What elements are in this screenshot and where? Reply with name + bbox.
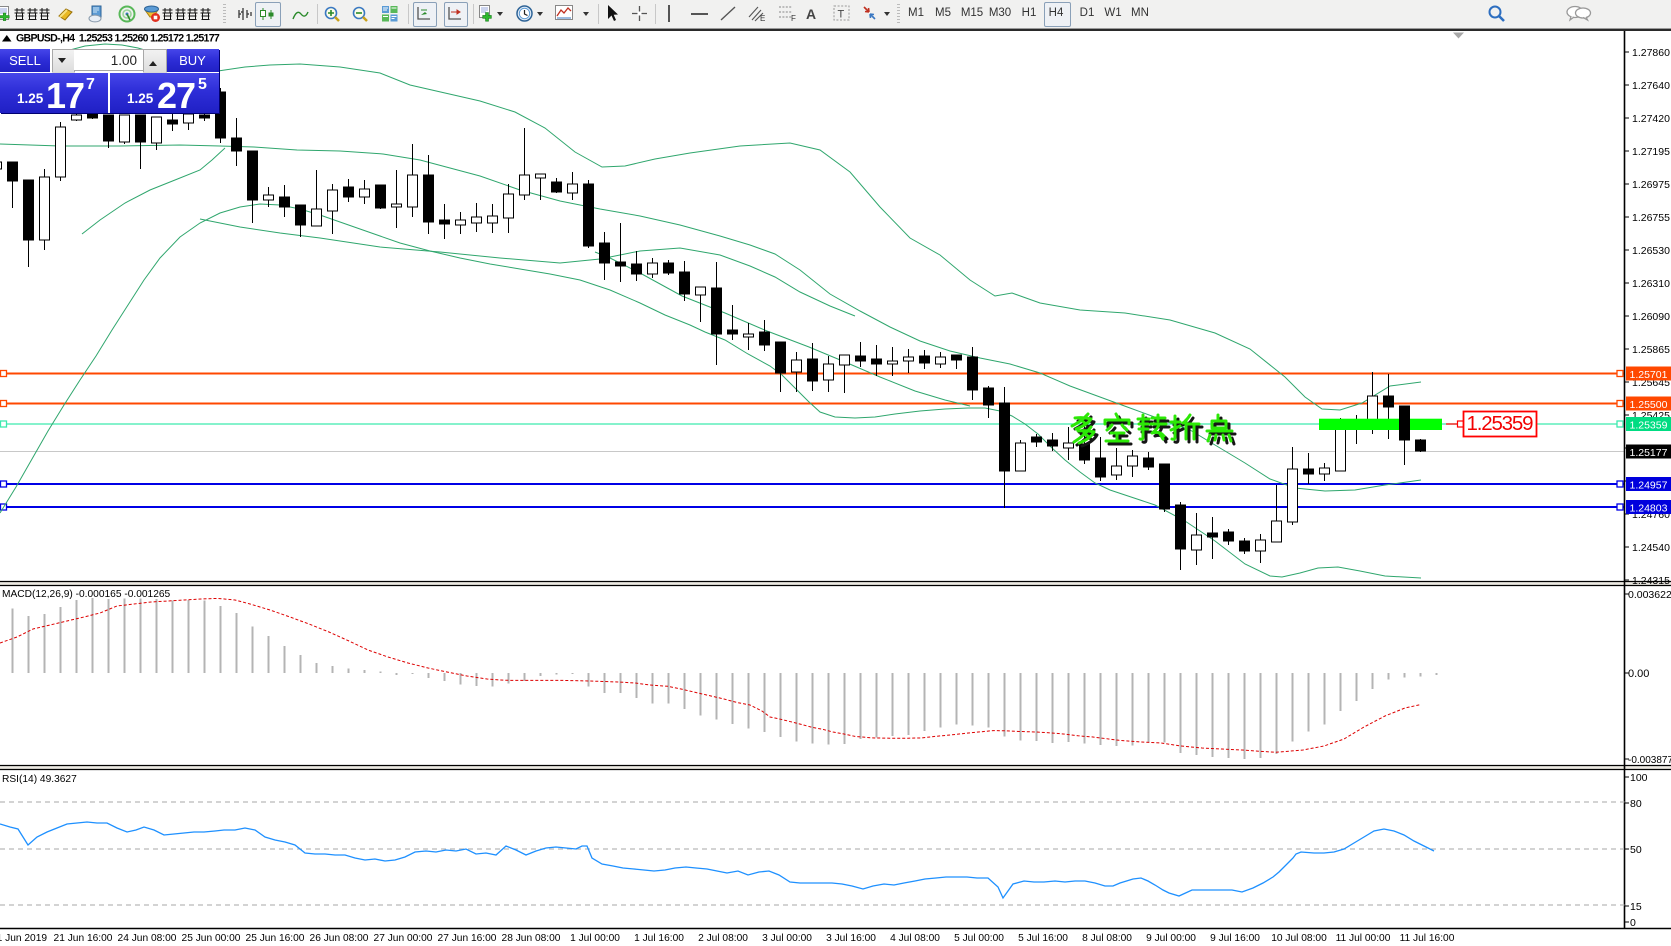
svg-text:3 Jul 16:00: 3 Jul 16:00: [826, 933, 876, 944]
svg-text:0.00: 0.00: [1628, 668, 1649, 680]
svg-text:10 Jul 08:00: 10 Jul 08:00: [1271, 933, 1327, 944]
svg-text:F: F: [791, 14, 796, 23]
svg-text:21 Jun 2019: 21 Jun 2019: [0, 933, 47, 944]
svg-text:5 Jul 00:00: 5 Jul 00:00: [954, 933, 1004, 944]
svg-text:1.27860: 1.27860: [1632, 47, 1670, 59]
svg-text:1.24315: 1.24315: [1632, 575, 1670, 587]
svg-text:1.26090: 1.26090: [1632, 311, 1670, 323]
svg-text:-0.003877: -0.003877: [1628, 755, 1671, 766]
svg-text:25 Jun 16:00: 25 Jun 16:00: [246, 933, 305, 944]
svg-text:1.25865: 1.25865: [1632, 344, 1670, 356]
svg-text:1.25359: 1.25359: [1630, 420, 1668, 432]
svg-text:11 Jul 00:00: 11 Jul 00:00: [1336, 933, 1391, 944]
svg-text:100: 100: [1630, 772, 1648, 784]
svg-text:1.25500: 1.25500: [1630, 399, 1668, 411]
svg-text:1.25701: 1.25701: [1630, 369, 1668, 381]
svg-text:1.24957: 1.24957: [1630, 480, 1668, 492]
svg-text:26 Jun 08:00: 26 Jun 08:00: [310, 933, 369, 944]
svg-text:25 Jun 00:00: 25 Jun 00:00: [182, 933, 241, 944]
svg-text:1.27640: 1.27640: [1632, 80, 1670, 92]
svg-text:28 Jun 08:00: 28 Jun 08:00: [502, 933, 561, 944]
svg-text:24 Jun 08:00: 24 Jun 08:00: [118, 933, 177, 944]
svg-text:27 Jun 00:00: 27 Jun 00:00: [374, 933, 433, 944]
svg-text:5 Jul 16:00: 5 Jul 16:00: [1018, 933, 1068, 944]
svg-text:9 Jul 16:00: 9 Jul 16:00: [1210, 933, 1260, 944]
svg-text:0: 0: [1630, 917, 1636, 929]
svg-text:27 Jun 16:00: 27 Jun 16:00: [438, 933, 497, 944]
svg-text:1 Jul 16:00: 1 Jul 16:00: [634, 933, 684, 944]
svg-text:11 Jul 16:00: 11 Jul 16:00: [1400, 933, 1455, 944]
svg-text:1 Jul 00:00: 1 Jul 00:00: [570, 933, 620, 944]
svg-text:1.26975: 1.26975: [1632, 179, 1670, 191]
svg-text:1.26310: 1.26310: [1632, 278, 1670, 290]
svg-text:21 Jun 16:00: 21 Jun 16:00: [54, 933, 113, 944]
svg-text:1.24803: 1.24803: [1630, 503, 1668, 515]
svg-text:1.25359: 1.25359: [1467, 412, 1534, 435]
svg-text:4 Jul 08:00: 4 Jul 08:00: [890, 933, 940, 944]
svg-text:GBPUSD-,H4 1.25253 1.25260 1.: GBPUSD-,H4 1.25253 1.25260 1.25172 1.251…: [16, 33, 220, 45]
svg-text:T: T: [838, 9, 845, 21]
svg-text:1.25177: 1.25177: [1630, 447, 1668, 459]
svg-text:8 Jul 08:00: 8 Jul 08:00: [1082, 933, 1132, 944]
svg-text:MACD(12,26,9) -0.000165 -0.001: MACD(12,26,9) -0.000165 -0.001265: [2, 589, 171, 600]
svg-text:1.27195: 1.27195: [1632, 146, 1670, 158]
svg-text:2 Jul 08:00: 2 Jul 08:00: [698, 933, 748, 944]
svg-text:50: 50: [1630, 844, 1642, 856]
svg-text:1.27420: 1.27420: [1632, 113, 1670, 125]
svg-text:1.24540: 1.24540: [1632, 542, 1670, 554]
svg-text:1.26530: 1.26530: [1632, 245, 1670, 257]
svg-text:9 Jul 00:00: 9 Jul 00:00: [1146, 933, 1196, 944]
svg-text:3 Jul 00:00: 3 Jul 00:00: [762, 933, 812, 944]
svg-text:RSI(14) 49.3627: RSI(14) 49.3627: [2, 774, 77, 785]
svg-text:80: 80: [1630, 798, 1642, 810]
svg-text:15: 15: [1630, 901, 1642, 913]
svg-text:1.26755: 1.26755: [1632, 212, 1670, 224]
svg-text:0.003622: 0.003622: [1628, 589, 1671, 601]
svg-text:E: E: [760, 14, 765, 23]
